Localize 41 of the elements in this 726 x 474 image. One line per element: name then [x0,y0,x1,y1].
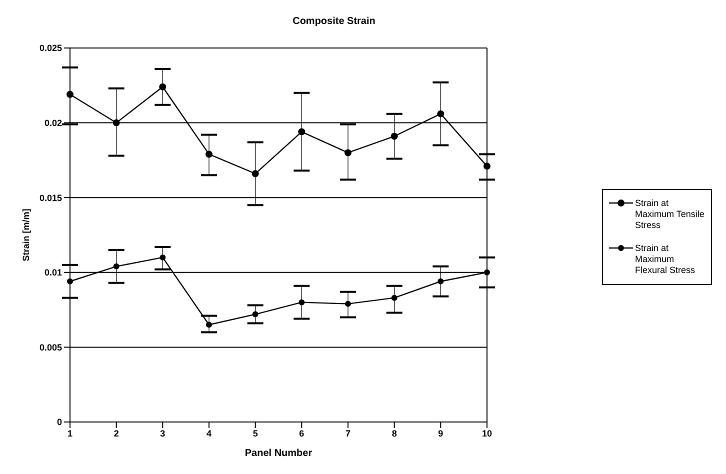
point [66,90,74,98]
x-tick-label: 1 [67,428,73,438]
point [113,263,120,270]
point [390,132,398,140]
point [298,128,306,136]
x-tick-label: 4 [206,428,212,438]
y-tick-label: 0.015 [39,192,62,203]
x-tick-label: 7 [345,428,351,438]
y-tick-label: 0.02 [44,118,62,128]
x-tick-label: 10 [482,428,492,438]
point [159,83,166,90]
point [484,162,490,170]
point [298,299,305,306]
point [112,119,120,126]
point [206,150,212,158]
point [437,110,444,118]
point [252,170,259,178]
point [484,269,490,276]
legend-label: Strain at Maximum Tensile Stress [635,198,705,231]
chart-title: Composite Strain [292,16,376,27]
x-tick-label: 5 [252,428,258,438]
y-tick-label: 0.01 [44,268,62,278]
x-tick-label: 2 [114,428,119,438]
y-tick-label: 0.005 [39,342,62,352]
y-tick-label: 0 [56,417,62,428]
point [391,294,398,301]
point [345,300,351,307]
point [67,278,73,284]
x-tick-label: 9 [438,428,444,438]
legend-label: Strain at Maximum Flexural Stress [635,243,696,276]
x-tick-label: 6 [299,428,304,438]
y-tick-label: 0.025 [39,43,62,54]
x-tick-label: 3 [160,428,166,438]
x-tick-label: 8 [392,428,397,438]
point [206,322,212,328]
point [252,311,258,318]
point [344,149,352,156]
x-axis-title: Panel Number [244,448,312,459]
point [438,278,444,284]
y-axis-title: Strain [m/m] [21,208,32,262]
point [160,254,166,260]
